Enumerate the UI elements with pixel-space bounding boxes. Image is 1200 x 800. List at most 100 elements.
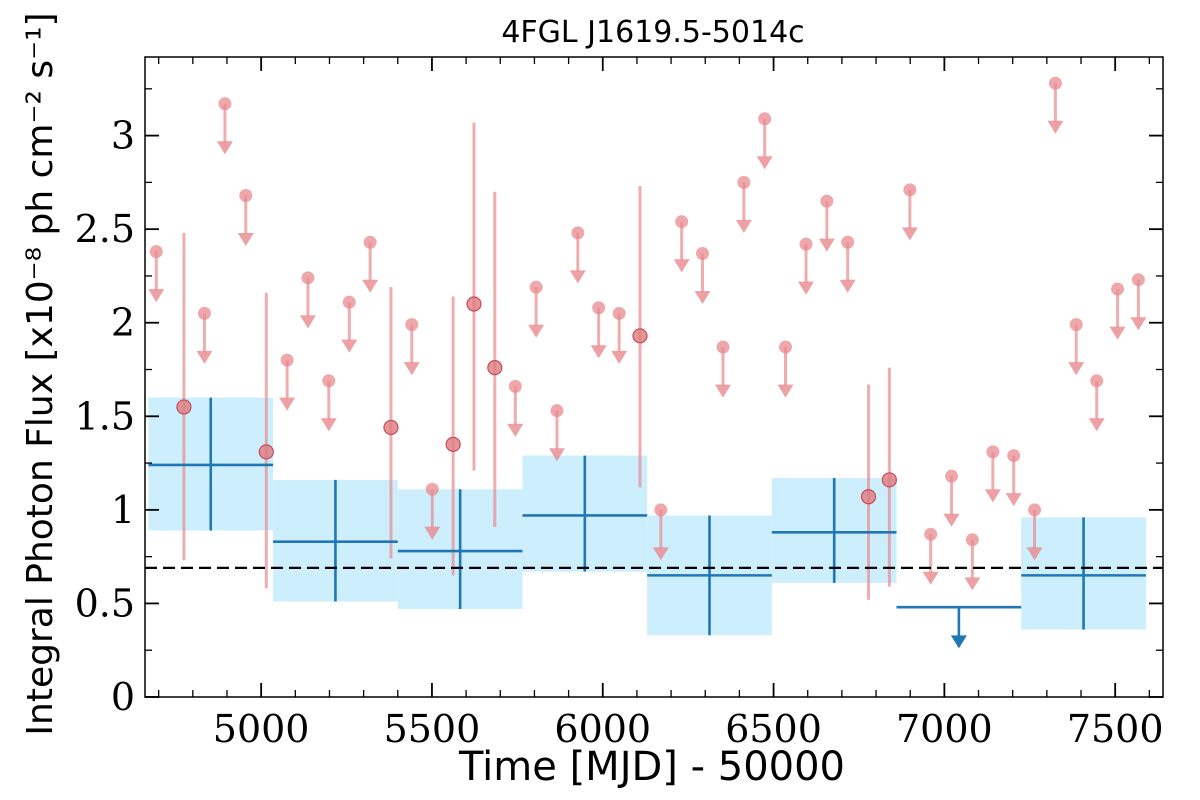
short-bin-detection xyxy=(258,292,274,589)
plot-frame xyxy=(144,56,1164,698)
chart-marks xyxy=(148,76,1147,649)
upper-limit-arrowhead xyxy=(984,489,1001,503)
short-bin-upper-limit xyxy=(403,318,420,376)
short-bin-upper-limit xyxy=(569,226,586,284)
upper-limit-arrowhead xyxy=(1088,418,1105,432)
short-bin-upper-limit xyxy=(818,194,835,252)
short-bin-upper-limit xyxy=(694,246,711,305)
detection-marker xyxy=(176,399,192,415)
upper-limit-arrowhead xyxy=(839,279,856,293)
upper-limit-marker xyxy=(1090,374,1104,388)
short-bin-upper-limit xyxy=(922,527,939,585)
upper-limit-arrowhead xyxy=(777,384,794,398)
short-bin-detection xyxy=(860,384,877,600)
upper-limit-marker xyxy=(1131,273,1145,287)
upper-limit-arrowhead xyxy=(1047,120,1064,134)
short-bin-upper-limit xyxy=(299,271,316,329)
short-bin-upper-limit xyxy=(590,301,607,359)
upper-limit-arrowhead xyxy=(299,315,316,329)
detection-marker xyxy=(445,436,461,452)
short-bin-upper-limit xyxy=(196,306,213,364)
upper-limit-arrowhead xyxy=(590,345,607,359)
upper-limit-marker xyxy=(986,445,1000,459)
detection-marker xyxy=(632,328,648,344)
short-bin-upper-limit xyxy=(548,404,565,462)
x-tick-label: 5000 xyxy=(213,707,310,751)
detection-marker xyxy=(487,360,503,376)
short-bin-upper-limit xyxy=(1109,282,1126,340)
x-tick-label: 7500 xyxy=(1067,707,1164,751)
short-bin-upper-limit xyxy=(1026,503,1043,561)
upper-limit-arrowhead xyxy=(237,233,254,247)
upper-limit-marker xyxy=(425,482,439,496)
y-tick-label: 2.5 xyxy=(75,207,135,251)
y-tick-label: 2 xyxy=(111,301,135,345)
upper-limit-marker xyxy=(654,503,668,517)
upper-limit-marker xyxy=(820,194,834,208)
upper-limit-arrowhead xyxy=(341,339,358,353)
x-tick-label: 5500 xyxy=(384,707,481,751)
short-bin-upper-limit xyxy=(735,175,752,233)
short-bin-detection xyxy=(445,296,461,576)
short-bin-upper-limit xyxy=(507,379,524,437)
short-bin-upper-limit xyxy=(839,235,856,293)
short-bin-upper-limit xyxy=(756,112,773,170)
detection-marker xyxy=(881,472,897,488)
short-bin-upper-limit xyxy=(715,340,732,398)
x-tick-label: 7000 xyxy=(896,707,993,751)
y-tick-label: 1 xyxy=(111,488,135,532)
upper-limit-arrowhead xyxy=(756,156,773,170)
upper-limit-marker xyxy=(218,97,232,111)
y-tick-label: 0 xyxy=(111,675,135,719)
upper-limit-marker xyxy=(696,246,710,260)
y-tick-label: 0.5 xyxy=(75,581,135,625)
long-bin-detection xyxy=(647,515,772,636)
upper-limit-marker xyxy=(363,235,377,249)
upper-limit-marker xyxy=(197,306,211,320)
short-bin-upper-limit xyxy=(1088,374,1105,432)
upper-limit-arrowhead xyxy=(735,219,752,233)
short-bin-upper-limit xyxy=(984,445,1001,503)
short-bin-detection xyxy=(632,186,648,488)
upper-limit-marker xyxy=(529,280,543,294)
short-bin-detection xyxy=(176,232,192,561)
short-bin-upper-limit xyxy=(237,188,254,247)
upper-limit-arrowhead xyxy=(943,513,960,527)
upper-limit-marker xyxy=(612,306,626,320)
upper-limit-arrowhead xyxy=(611,350,628,364)
detection-marker xyxy=(383,419,399,436)
x-tick-label: 6000 xyxy=(554,707,651,751)
short-bin-upper-limit xyxy=(320,374,337,432)
upper-limit-marker xyxy=(675,215,689,229)
chart-title: 4FGL J1619.5-5014c xyxy=(501,15,804,50)
short-bin-upper-limit xyxy=(216,97,233,155)
upper-limit-arrowhead xyxy=(1026,547,1043,561)
long-bin-detection xyxy=(522,455,648,572)
long-bin-ul-arrowhead xyxy=(950,635,967,649)
upper-limit-marker xyxy=(508,379,522,393)
upper-limit-arrowhead xyxy=(1130,317,1147,331)
upper-limit-marker xyxy=(592,301,606,315)
detection-marker xyxy=(860,489,877,505)
upper-limit-marker xyxy=(301,271,315,285)
short-bin-detection xyxy=(466,122,482,471)
upper-limit-marker xyxy=(779,340,793,354)
upper-limit-arrowhead xyxy=(1068,362,1085,376)
upper-limit-marker xyxy=(1028,503,1042,517)
short-bin-upper-limit xyxy=(901,183,918,241)
upper-limit-marker xyxy=(149,245,163,259)
upper-limit-marker xyxy=(737,175,751,189)
long-bin-detection xyxy=(148,397,274,531)
detection-marker xyxy=(258,444,274,460)
long-bin-detection xyxy=(771,478,897,583)
plot-axes: 5000 5500 6000 6500 7000 7500 0 0.5 1 1.5 2 2.5 3 xyxy=(75,56,1164,751)
short-bin-upper-limit xyxy=(362,235,379,293)
upper-limit-arrowhead xyxy=(715,384,732,398)
short-bin-upper-limit xyxy=(652,503,669,561)
long-bin-upper-limit xyxy=(896,605,1022,649)
upper-limit-marker xyxy=(322,374,336,388)
long-bin-detection xyxy=(397,489,523,610)
upper-limit-arrowhead xyxy=(148,289,165,303)
y-tick-label: 1.5 xyxy=(75,394,135,438)
